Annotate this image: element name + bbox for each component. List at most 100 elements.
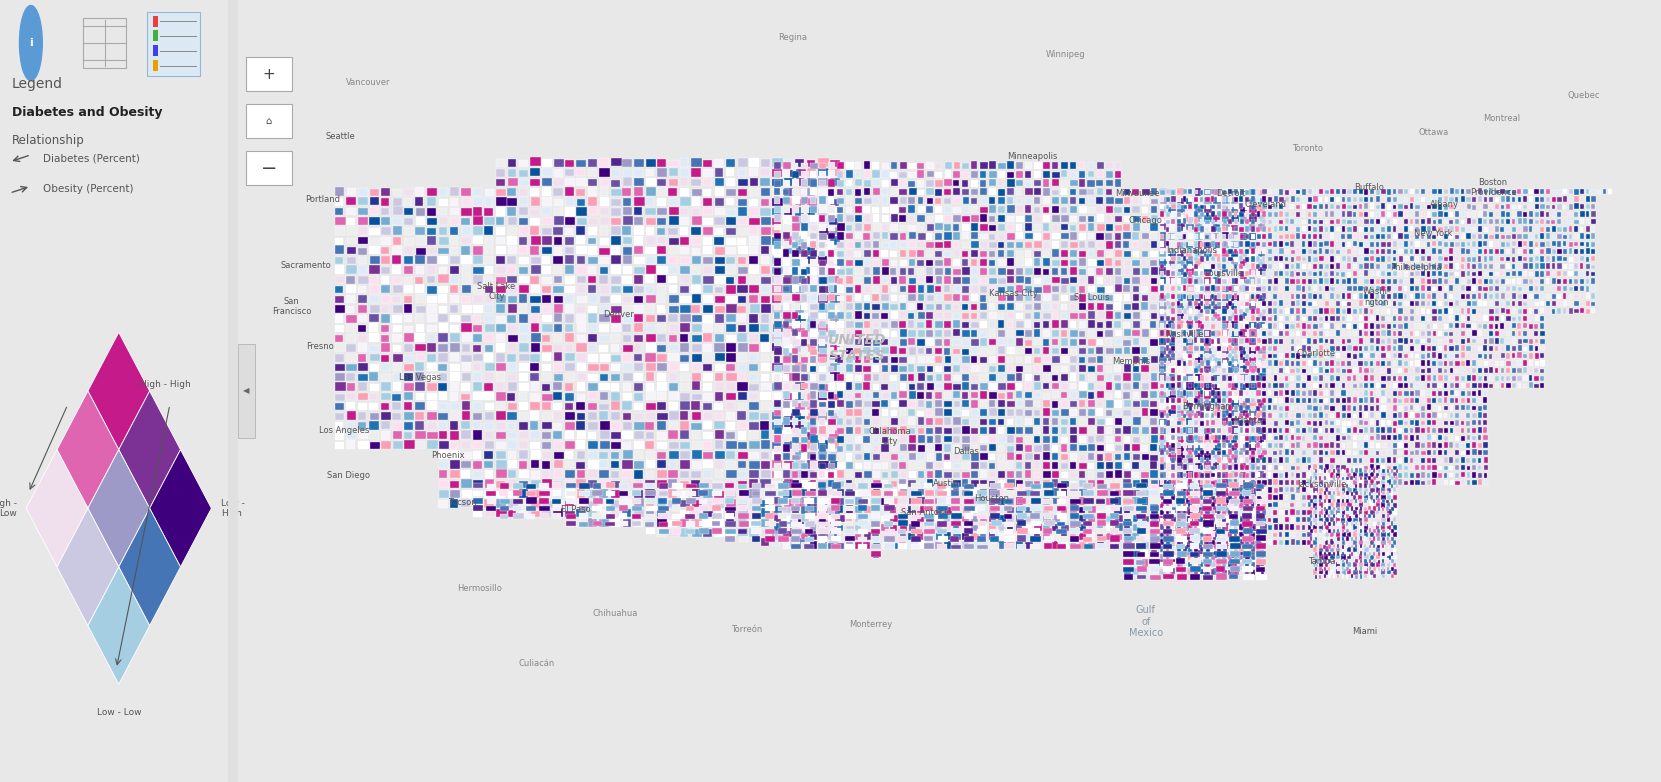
- Bar: [1110, 483, 1120, 489]
- Bar: [473, 255, 483, 264]
- Bar: [1166, 472, 1169, 478]
- Bar: [890, 357, 899, 363]
- Bar: [1528, 294, 1533, 299]
- Bar: [1507, 368, 1510, 374]
- Bar: [1203, 490, 1214, 496]
- Bar: [1178, 400, 1184, 407]
- Bar: [1302, 196, 1306, 202]
- Bar: [1394, 450, 1397, 455]
- Bar: [1359, 331, 1362, 335]
- Bar: [1229, 515, 1239, 519]
- Bar: [1467, 324, 1472, 328]
- Bar: [749, 344, 759, 352]
- Bar: [1088, 471, 1095, 478]
- Bar: [1151, 497, 1158, 504]
- Bar: [1399, 361, 1402, 366]
- Bar: [1427, 480, 1430, 485]
- Bar: [668, 216, 679, 225]
- Bar: [1249, 375, 1256, 381]
- Bar: [1141, 490, 1149, 496]
- Bar: [1422, 219, 1425, 224]
- Bar: [576, 499, 585, 508]
- Bar: [1159, 264, 1164, 269]
- Bar: [1070, 321, 1076, 328]
- Bar: [1231, 267, 1237, 274]
- Bar: [1392, 562, 1397, 567]
- Bar: [1159, 211, 1164, 217]
- Bar: [1178, 215, 1184, 222]
- Bar: [1350, 536, 1354, 540]
- Bar: [1432, 346, 1437, 351]
- Bar: [1246, 316, 1249, 321]
- Bar: [1382, 376, 1385, 381]
- Bar: [811, 339, 817, 346]
- Bar: [606, 514, 615, 519]
- Bar: [1249, 242, 1256, 249]
- Bar: [990, 523, 995, 531]
- Bar: [1274, 248, 1277, 254]
- Bar: [1106, 321, 1113, 328]
- Bar: [462, 217, 470, 225]
- Bar: [1314, 552, 1317, 556]
- Bar: [1194, 264, 1198, 269]
- Bar: [1382, 569, 1385, 575]
- Bar: [1178, 364, 1183, 372]
- Bar: [1467, 233, 1470, 239]
- Bar: [1159, 480, 1164, 485]
- Bar: [1319, 488, 1322, 493]
- Bar: [870, 513, 880, 518]
- Bar: [1206, 547, 1209, 552]
- Bar: [1070, 528, 1080, 534]
- Bar: [1183, 353, 1188, 359]
- Bar: [1256, 567, 1266, 572]
- Bar: [370, 413, 379, 420]
- Bar: [588, 441, 598, 449]
- Bar: [1296, 256, 1301, 261]
- Bar: [943, 366, 950, 372]
- Bar: [1171, 435, 1174, 440]
- Bar: [1455, 286, 1458, 292]
- Bar: [1415, 211, 1418, 217]
- Bar: [1267, 404, 1271, 411]
- Bar: [1227, 375, 1232, 381]
- Bar: [1394, 353, 1397, 358]
- Bar: [1495, 376, 1498, 381]
- Bar: [1199, 510, 1203, 515]
- Bar: [1495, 249, 1498, 254]
- Bar: [1206, 361, 1209, 366]
- Bar: [520, 207, 528, 215]
- Bar: [1227, 458, 1232, 463]
- Bar: [1083, 490, 1093, 496]
- Bar: [1123, 373, 1131, 381]
- Bar: [726, 499, 736, 508]
- Bar: [1360, 515, 1362, 518]
- Bar: [693, 382, 701, 390]
- Bar: [623, 383, 631, 390]
- Bar: [1124, 507, 1131, 514]
- Bar: [998, 454, 1005, 461]
- Bar: [1342, 547, 1345, 552]
- Bar: [1216, 497, 1226, 504]
- Bar: [576, 218, 586, 225]
- Bar: [1262, 219, 1266, 224]
- Bar: [1159, 330, 1164, 336]
- Bar: [830, 440, 839, 449]
- Bar: [415, 285, 424, 293]
- Bar: [784, 296, 794, 303]
- Bar: [819, 522, 829, 526]
- Bar: [1450, 368, 1453, 373]
- Bar: [1528, 226, 1533, 231]
- Bar: [1387, 212, 1392, 217]
- Bar: [508, 304, 517, 313]
- Bar: [1460, 421, 1465, 425]
- Bar: [1354, 285, 1357, 292]
- Bar: [1455, 315, 1458, 321]
- Bar: [1422, 457, 1425, 463]
- Bar: [1178, 301, 1181, 307]
- Bar: [1249, 198, 1256, 204]
- Bar: [1523, 189, 1528, 194]
- Bar: [1168, 286, 1174, 292]
- Bar: [1213, 418, 1219, 425]
- Bar: [1390, 544, 1394, 548]
- Bar: [749, 276, 759, 284]
